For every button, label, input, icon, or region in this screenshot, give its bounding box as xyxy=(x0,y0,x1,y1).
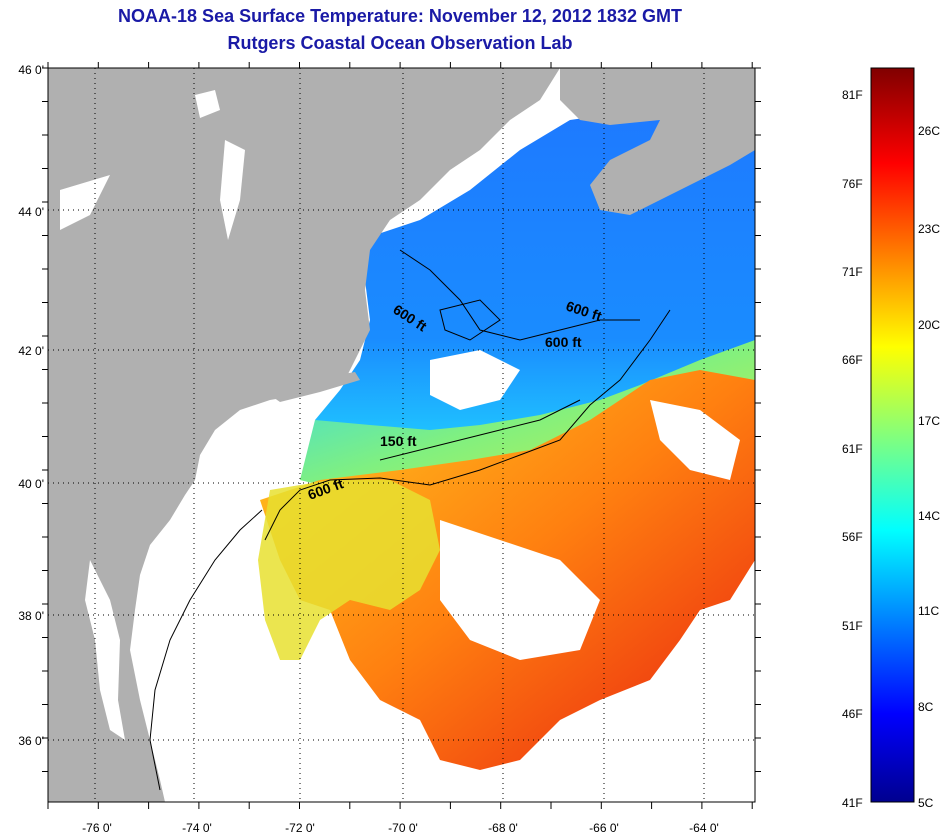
colorbar-f-label: 71F xyxy=(842,265,863,279)
cloud-patch xyxy=(440,520,600,660)
cloud-patch xyxy=(280,680,420,802)
lon-tick-label: -64 0' xyxy=(689,821,719,835)
lat-tick-label: 40 0' xyxy=(18,477,44,491)
inland-lake xyxy=(220,140,245,240)
lat-tick-label: 46 0' xyxy=(18,63,44,77)
colorbar-c-label: 5C xyxy=(918,796,934,810)
colorbar-f-label: 76F xyxy=(842,177,863,191)
cloud-patch xyxy=(560,690,755,802)
chesapeake-bay xyxy=(85,560,125,740)
contour-label: 600 ft xyxy=(545,334,582,350)
lon-tick-label: -68 0' xyxy=(488,821,518,835)
inland-lake xyxy=(60,175,110,230)
colorbar xyxy=(870,67,915,803)
cloud-patch xyxy=(430,350,520,410)
land-us-coast xyxy=(48,68,560,802)
colorbar-f-label: 66F xyxy=(842,353,863,367)
lon-tick-label: -66 0' xyxy=(589,821,619,835)
lon-tick-label: -70 0' xyxy=(388,821,418,835)
inland-lake xyxy=(195,90,220,118)
lon-tick-label: -76 0' xyxy=(82,821,112,835)
land-nova-scotia xyxy=(560,68,755,215)
colorbar-c-label: 20C xyxy=(918,318,941,332)
map-subtitle: Rutgers Coastal Ocean Observation Lab xyxy=(227,33,573,53)
contour-label: 150 ft xyxy=(380,433,417,449)
map-title: NOAA-18 Sea Surface Temperature: Novembe… xyxy=(118,6,682,26)
lat-tick-label: 38 0' xyxy=(18,609,44,623)
map-area xyxy=(48,68,755,802)
land-long-island xyxy=(270,372,360,402)
map-frame xyxy=(47,67,756,803)
axis-ticks xyxy=(42,62,761,809)
colorbar-f-label: 61F xyxy=(842,442,863,456)
colorbar-f-label: 46F xyxy=(842,707,863,721)
lat-tick-label: 36 0' xyxy=(18,734,44,748)
lat-tick-label: 44 0' xyxy=(18,205,44,219)
lon-tick-label: -72 0' xyxy=(285,821,315,835)
colorbar-c-label: 26C xyxy=(918,124,941,138)
depth-contours xyxy=(149,249,671,791)
colorbar-f-label: 81F xyxy=(842,88,863,102)
colorbar-c-label: 8C xyxy=(918,700,934,714)
colorbar-c-label: 17C xyxy=(918,414,941,428)
colorbar-f-label: 41F xyxy=(842,796,863,810)
cloud-patch xyxy=(650,400,740,480)
lon-tick-label: -74 0' xyxy=(182,821,212,835)
colorbar-c-label: 11C xyxy=(918,604,940,618)
colorbar-c-label: 23C xyxy=(918,222,941,236)
colorbar-f-label: 51F xyxy=(842,619,863,633)
lat-tick-label: 42 0' xyxy=(18,344,44,358)
colorbar-f-label: 56F xyxy=(842,530,863,544)
colorbar-c-label: 14C xyxy=(918,509,941,523)
